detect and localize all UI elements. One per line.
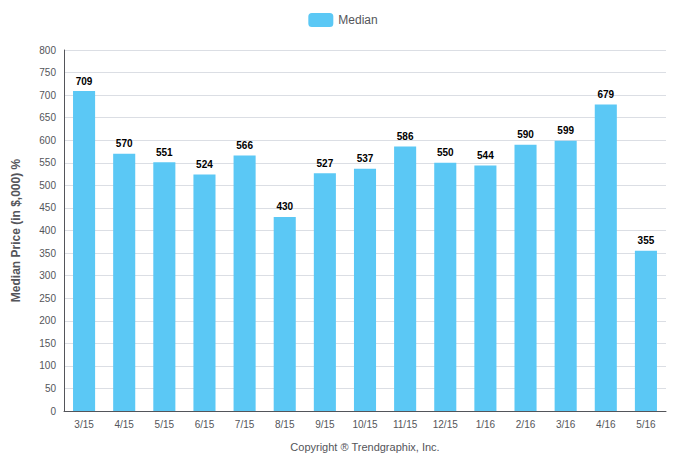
svg-text:6/15: 6/15 [195,419,215,430]
svg-text:Median Price (in $,000) %: Median Price (in $,000) % [9,158,23,302]
svg-text:566: 566 [236,140,253,151]
svg-text:800: 800 [39,45,56,56]
svg-text:650: 650 [39,112,56,123]
svg-text:11/15: 11/15 [393,419,418,430]
svg-text:450: 450 [39,202,56,213]
svg-text:250: 250 [39,293,56,304]
svg-text:750: 750 [39,67,56,78]
svg-text:5/15: 5/15 [155,419,175,430]
svg-text:Copyright ® Trendgraphix, Inc.: Copyright ® Trendgraphix, Inc. [290,441,439,453]
svg-text:9/15: 9/15 [315,419,335,430]
svg-text:500: 500 [39,180,56,191]
svg-text:1/16: 1/16 [476,419,496,430]
svg-text:400: 400 [39,225,56,236]
svg-text:550: 550 [39,157,56,168]
svg-text:5/16: 5/16 [636,419,656,430]
svg-text:350: 350 [39,248,56,259]
svg-text:4/16: 4/16 [596,419,616,430]
svg-text:200: 200 [39,315,56,326]
svg-text:Median: Median [338,13,377,27]
svg-text:600: 600 [39,135,56,146]
svg-text:4/15: 4/15 [114,419,134,430]
svg-text:2/16: 2/16 [516,419,536,430]
svg-text:544: 544 [477,150,494,161]
svg-text:0: 0 [50,406,56,417]
svg-text:50: 50 [45,383,57,394]
svg-text:679: 679 [597,89,614,100]
svg-text:537: 537 [357,153,374,164]
svg-text:700: 700 [39,90,56,101]
svg-text:8/15: 8/15 [275,419,295,430]
svg-text:550: 550 [437,147,454,158]
svg-text:590: 590 [517,129,534,140]
svg-text:3/15: 3/15 [74,419,94,430]
svg-text:551: 551 [156,147,173,158]
svg-text:7/15: 7/15 [235,419,255,430]
svg-text:10/15: 10/15 [352,419,377,430]
svg-text:3/16: 3/16 [556,419,576,430]
svg-text:527: 527 [317,158,334,169]
svg-text:599: 599 [557,125,574,136]
svg-text:430: 430 [276,201,293,212]
svg-text:524: 524 [196,159,213,170]
svg-text:355: 355 [638,235,655,246]
svg-text:300: 300 [39,270,56,281]
svg-text:586: 586 [397,131,414,142]
svg-text:570: 570 [116,138,133,149]
svg-text:709: 709 [76,76,93,87]
svg-text:12/15: 12/15 [433,419,458,430]
svg-text:100: 100 [39,360,56,371]
svg-text:150: 150 [39,338,56,349]
